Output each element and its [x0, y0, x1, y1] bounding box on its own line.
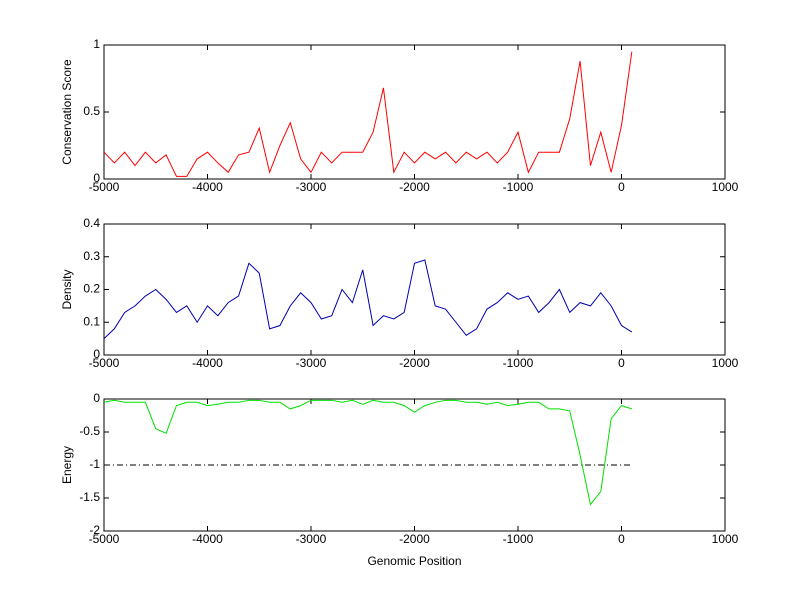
x-tick-label: 0 [618, 532, 625, 546]
y-axis-label: Energy [60, 446, 74, 484]
data-line [103, 51, 633, 177]
axes-box [103, 44, 726, 180]
y-tick-label: 1 [93, 37, 100, 51]
y-axis-label: Density [60, 269, 74, 309]
data-line [103, 259, 633, 339]
y-tick-label: -1.5 [79, 490, 100, 504]
x-tick-label: -1000 [503, 180, 534, 194]
axes-box [103, 223, 726, 356]
x-tick-label: -2000 [399, 532, 430, 546]
y-tick-label: -2 [89, 523, 100, 537]
x-tick-label: -4000 [192, 356, 223, 370]
y-tick-label: 0.2 [83, 282, 100, 296]
y-tick-label: 0.3 [83, 249, 100, 263]
data-line [103, 399, 633, 506]
x-tick-label: -5000 [89, 532, 120, 546]
x-tick-label: -3000 [296, 180, 327, 194]
x-tick-label: -3000 [296, 356, 327, 370]
x-tick-label: 0 [618, 180, 625, 194]
x-tick-label: 1000 [712, 356, 739, 370]
x-tick-label: -4000 [192, 532, 223, 546]
y-tick-label: -1 [89, 457, 100, 471]
x-tick-label: -2000 [399, 180, 430, 194]
x-axis-label: Genomic Position [367, 554, 461, 568]
y-axis-label: Conservation Score [60, 59, 74, 165]
x-tick-label: -4000 [192, 180, 223, 194]
y-tick-label: 0.4 [83, 216, 100, 230]
x-tick-label: -5000 [89, 356, 120, 370]
x-tick-label: -3000 [296, 532, 327, 546]
y-tick-label: -0.5 [79, 424, 100, 438]
x-tick-label: 1000 [712, 180, 739, 194]
x-tick-label: -2000 [399, 356, 430, 370]
axes-box [103, 398, 726, 532]
y-tick-label: 0 [93, 391, 100, 405]
x-tick-label: -1000 [503, 356, 534, 370]
y-tick-label: 0 [93, 171, 100, 185]
x-tick-label: 0 [618, 356, 625, 370]
x-tick-label: -5000 [89, 180, 120, 194]
y-tick-label: 0 [93, 347, 100, 361]
y-tick-label: 0.1 [83, 314, 100, 328]
x-tick-label: 1000 [712, 532, 739, 546]
x-tick-label: -1000 [503, 532, 534, 546]
y-tick-label: 0.5 [83, 104, 100, 118]
